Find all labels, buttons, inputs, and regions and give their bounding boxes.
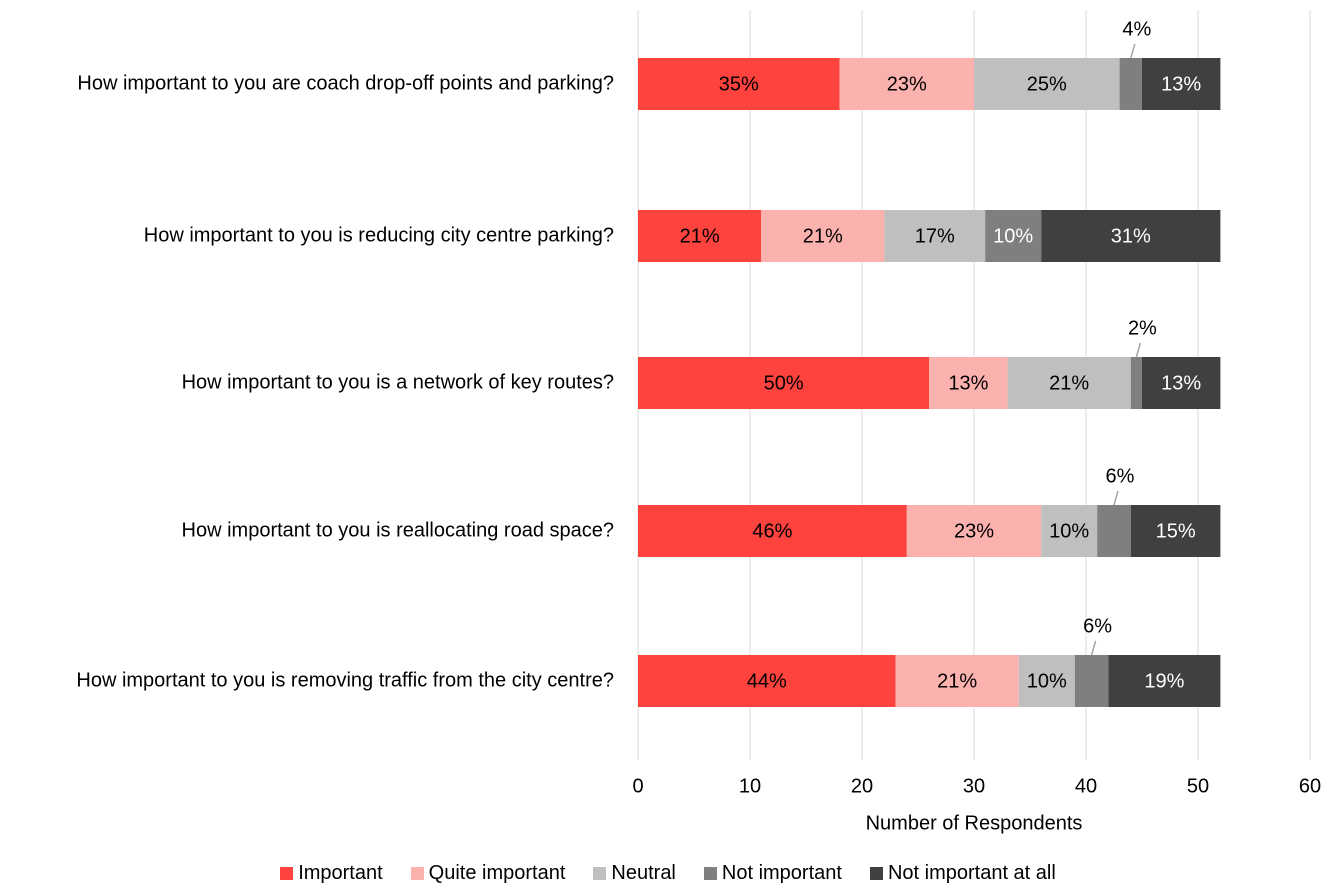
data-label: 31% [1111, 225, 1151, 247]
bar-segment [1007, 357, 1131, 409]
bar-segment [1041, 210, 1221, 262]
bar-segment [1108, 655, 1221, 707]
x-tick-label: 60 [1299, 775, 1321, 797]
leader-line [1130, 43, 1136, 59]
data-label: 21% [1049, 372, 1089, 394]
legend-item: Not important [703, 862, 842, 885]
data-label: 13% [1161, 73, 1201, 95]
bar-segment [985, 210, 1042, 262]
data-label: 21% [680, 225, 720, 247]
leader-line [1090, 640, 1097, 656]
x-tick-label: 50 [1187, 775, 1209, 797]
bar-segment [884, 210, 986, 262]
bar-segment [638, 210, 762, 262]
data-label: 35% [719, 73, 759, 95]
legend-label: Important [298, 862, 383, 884]
bar-segment [1041, 505, 1098, 557]
x-tick-label: 30 [963, 775, 985, 797]
category-label: How important to you is a network of key… [181, 371, 614, 394]
bar-segment [1097, 505, 1131, 557]
legend-label: Not important [721, 862, 842, 884]
data-label: 6% [1106, 465, 1135, 487]
bar-segment [1142, 58, 1221, 110]
x-tick-label: 10 [739, 775, 761, 797]
category-label: How important to you is removing traffic… [76, 669, 614, 692]
bar-segment [839, 58, 974, 110]
data-label: 6% [1083, 615, 1112, 637]
data-label: 21% [937, 670, 977, 692]
data-label: 23% [954, 520, 994, 542]
bar-segment [1130, 505, 1221, 557]
data-label: 44% [747, 670, 787, 692]
data-label: 10% [1049, 520, 1089, 542]
data-label: 46% [752, 520, 792, 542]
legend-item: Quite important [410, 862, 566, 885]
bar-segment [895, 655, 1019, 707]
bar-segment [1142, 357, 1221, 409]
bar-segment [638, 505, 907, 557]
legend-item: Not important at all [869, 862, 1056, 885]
category-label: How important to you are coach drop-off … [77, 72, 614, 95]
bar-segment [906, 505, 1042, 557]
data-label: 10% [993, 225, 1033, 247]
legend-label: Not important at all [887, 862, 1056, 884]
data-label: 13% [948, 372, 988, 394]
bar-segment [1074, 655, 1109, 707]
data-label: 19% [1144, 670, 1184, 692]
bar-segment [1130, 357, 1142, 409]
bar-segment [761, 210, 885, 262]
legend-label: Neutral [611, 862, 676, 884]
bar-segment [929, 357, 1008, 409]
data-label: 13% [1161, 372, 1201, 394]
category-label: How important to you is reducing city ce… [143, 224, 614, 247]
leader-line [1113, 490, 1119, 506]
x-tick-label: 20 [851, 775, 873, 797]
bar-segment [1119, 58, 1142, 110]
x-tick-label: 0 [632, 775, 643, 797]
x-tick-label: 40 [1075, 775, 1097, 797]
legend-swatch [703, 867, 717, 880]
data-label: 15% [1156, 520, 1196, 542]
legend-label: Quite important [428, 862, 566, 884]
bar-segment [1018, 655, 1075, 707]
legend-item: Neutral [593, 862, 676, 885]
legend-swatch [869, 867, 883, 880]
bar-segment [638, 357, 930, 409]
legend: Important Quite important Neutral Not impor… [0, 862, 1336, 885]
data-label: 21% [803, 225, 843, 247]
legend-swatch [280, 867, 294, 880]
bar-segment [638, 655, 896, 707]
bar-segment [638, 58, 840, 110]
x-axis-title: Number of Respondents [866, 812, 1083, 834]
data-label: 10% [1027, 670, 1067, 692]
data-label: 17% [915, 225, 955, 247]
data-label: 4% [1122, 18, 1151, 40]
data-label: 50% [764, 372, 804, 394]
category-label: How important to you is reallocating roa… [181, 519, 614, 542]
legend-swatch [593, 867, 607, 880]
legend-swatch [410, 867, 424, 880]
data-label: 25% [1027, 73, 1067, 95]
leader-line [1135, 342, 1142, 358]
data-label: 23% [887, 73, 927, 95]
legend-item: Important [280, 862, 383, 885]
data-label: 2% [1128, 317, 1157, 339]
bar-segment [974, 58, 1120, 110]
